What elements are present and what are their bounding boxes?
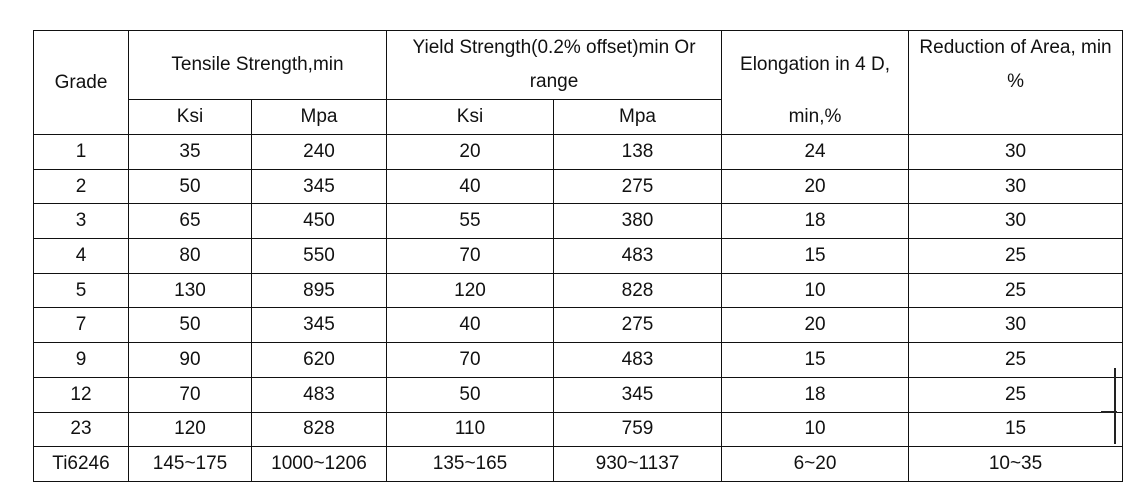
cell-yield-ksi: 135~165 (386, 446, 554, 482)
cell-tensile-ksi: 80 (128, 238, 252, 274)
cell-elongation: 24 (721, 134, 910, 170)
cell-grade: 4 (33, 238, 129, 274)
cell-yield-mpa: 828 (552, 272, 723, 309)
table-row: 7 50 345 40 275 20 30 (33, 307, 1124, 344)
cell-tensile-mpa: 895 (251, 272, 387, 309)
cell-reduction: 25 (908, 376, 1124, 413)
cell-tensile-ksi: 90 (128, 342, 252, 378)
cell-elongation: 20 (721, 168, 910, 205)
cell-tensile-ksi: 120 (128, 411, 252, 448)
header-yield-ksi: Ksi (386, 99, 554, 135)
cell-yield-ksi: 40 (386, 307, 554, 344)
table-row: 9 90 620 70 483 15 25 (33, 342, 1124, 378)
cell-grade: 9 (33, 342, 129, 378)
cell-yield-mpa: 345 (552, 376, 723, 413)
cell-tensile-ksi: 130 (128, 272, 252, 309)
cell-reduction: 25 (908, 272, 1124, 309)
table-row: 23 120 828 110 759 10 15 (33, 411, 1124, 448)
header-row-units: Ksi Mpa Ksi Mpa min,% (34, 99, 1124, 135)
header-tensile-strength: Tensile Strength,min (128, 30, 387, 100)
cell-yield-mpa: 483 (552, 238, 723, 274)
cell-grade: 7 (33, 307, 129, 344)
cell-tensile-ksi: 70 (128, 376, 252, 413)
cell-tensile-ksi: 65 (128, 203, 252, 240)
table-row: 5 130 895 120 828 10 25 (33, 272, 1124, 309)
table-row: 1 35 240 20 138 24 30 (33, 134, 1124, 170)
header-reduction-of-area: Reduction of Area, min % (908, 30, 1124, 100)
cell-reduction: 30 (908, 307, 1124, 344)
cell-elongation: 15 (721, 238, 910, 274)
header-tensile-mpa: Mpa (251, 99, 387, 135)
cell-tensile-ksi: 50 (128, 168, 252, 205)
cell-tensile-mpa: 620 (251, 342, 387, 378)
header-row-top: Grade Tensile Strength,min Yield Strengt… (33, 30, 1124, 135)
cell-reduction: 25 (908, 342, 1124, 378)
cell-tensile-ksi: 50 (128, 307, 252, 344)
cell-elongation: 18 (721, 376, 910, 413)
cell-yield-ksi: 55 (386, 203, 554, 240)
cell-tensile-mpa: 345 (251, 168, 387, 205)
cell-tensile-mpa: 828 (251, 411, 387, 448)
cell-grade: 5 (33, 272, 129, 309)
table-row: 3 65 450 55 380 18 30 (33, 203, 1124, 240)
header-reduction-blank (908, 99, 1124, 135)
cell-yield-ksi: 70 (386, 238, 554, 274)
cell-tensile-mpa: 345 (251, 307, 387, 344)
cell-yield-ksi: 50 (386, 376, 554, 413)
table-row: Ti6246 145~175 1000~1206 135~165 930~1137 6~2… (33, 446, 1124, 482)
cell-tensile-mpa: 483 (251, 376, 387, 413)
table-row: 4 80 550 70 483 15 25 (33, 238, 1124, 274)
cell-yield-ksi: 40 (386, 168, 554, 205)
cell-reduction: 25 (908, 238, 1124, 274)
cell-tensile-ksi: 35 (128, 134, 252, 170)
cell-yield-mpa: 275 (552, 168, 723, 205)
header-yield-mpa: Mpa (552, 99, 723, 135)
cell-grade: Ti6246 (33, 446, 129, 482)
cell-tensile-mpa: 240 (251, 134, 387, 170)
cell-yield-mpa: 138 (552, 134, 723, 170)
cell-reduction: 10~35 (908, 446, 1124, 482)
cell-yield-ksi: 70 (386, 342, 554, 378)
cell-elongation: 18 (721, 203, 910, 240)
cell-tensile-mpa: 450 (251, 203, 387, 240)
cell-reduction: 30 (908, 203, 1124, 240)
cell-yield-ksi: 20 (386, 134, 554, 170)
cell-elongation: 10 (721, 411, 910, 448)
cell-grade: 12 (33, 376, 129, 413)
cell-reduction: 30 (908, 168, 1124, 205)
cell-yield-mpa: 275 (552, 307, 723, 344)
header-elongation-unit: min,% (721, 99, 910, 135)
cell-elongation: 10 (721, 272, 910, 309)
cell-yield-mpa: 930~1137 (552, 446, 723, 482)
cell-elongation: 20 (721, 307, 910, 344)
cell-grade: 1 (33, 134, 129, 170)
cell-yield-mpa: 483 (552, 342, 723, 378)
cell-yield-ksi: 110 (386, 411, 554, 448)
cell-grade: 3 (33, 203, 129, 240)
cell-yield-ksi: 120 (386, 272, 554, 309)
cell-yield-mpa: 380 (552, 203, 723, 240)
header-yield-strength: Yield Strength(0.2% offset)min Or range (385, 30, 723, 100)
cell-tensile-mpa: 550 (251, 238, 387, 274)
cell-elongation: 6~20 (721, 446, 910, 482)
cell-grade: 2 (33, 168, 129, 205)
header-tensile-ksi: Ksi (128, 99, 252, 135)
cell-reduction: 15 (908, 411, 1124, 448)
cell-reduction: 30 (908, 134, 1124, 170)
margin-mark (1101, 368, 1117, 444)
table-row: 12 70 483 50 345 18 25 (33, 376, 1124, 413)
header-elongation: Elongation in 4 D, (721, 30, 910, 100)
table-row: 2 50 345 40 275 20 30 (33, 168, 1124, 205)
cell-grade: 23 (33, 411, 129, 448)
cell-yield-mpa: 759 (552, 411, 723, 448)
cell-tensile-mpa: 1000~1206 (251, 446, 387, 482)
mechanical-properties-table: Grade Tensile Strength,min Yield Strengt… (33, 30, 1124, 482)
cell-elongation: 15 (721, 342, 910, 378)
table-body: 1 35 240 20 138 24 30 2 50 345 40 275 20 30 3 65 450 55 38… (33, 134, 1124, 482)
cell-tensile-ksi: 145~175 (128, 446, 252, 482)
header-grade: Grade (33, 30, 129, 135)
